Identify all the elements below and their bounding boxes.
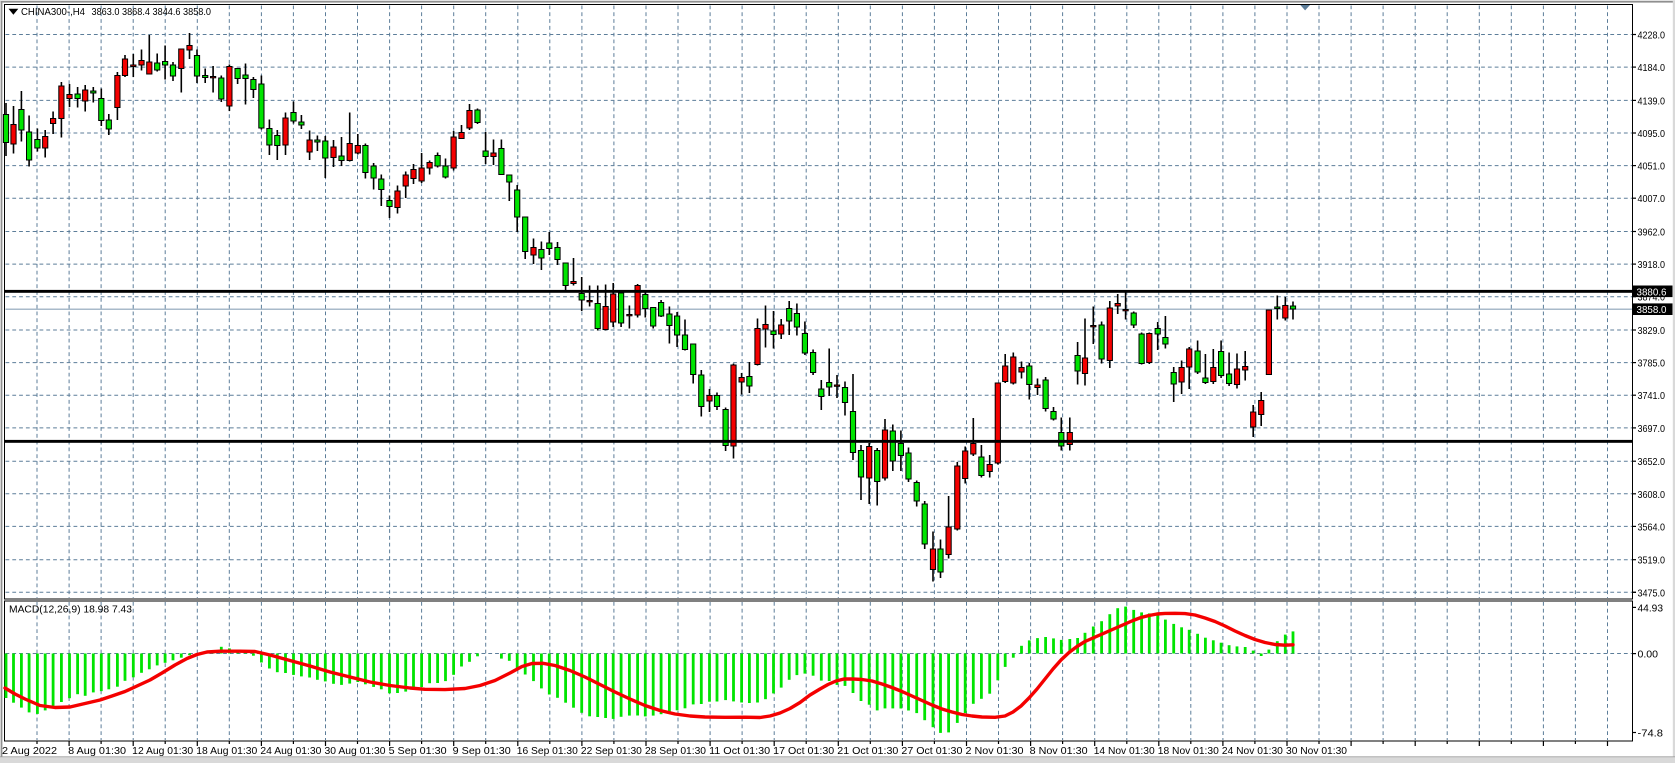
svg-text:12 Aug 01:30: 12 Aug 01:30 xyxy=(132,746,193,757)
svg-text:3475.0: 3475.0 xyxy=(1638,588,1666,599)
svg-text:18 Nov 01:30: 18 Nov 01:30 xyxy=(1158,746,1219,757)
svg-text:3858.0: 3858.0 xyxy=(1637,305,1667,316)
svg-text:8 Aug 01:30: 8 Aug 01:30 xyxy=(68,746,126,757)
svg-text:CHINA300-,H4: CHINA300-,H4 xyxy=(21,7,85,18)
svg-text:11 Oct 01:30: 11 Oct 01:30 xyxy=(709,746,770,757)
svg-text:18 Aug 01:30: 18 Aug 01:30 xyxy=(196,746,257,757)
svg-text:3608.0: 3608.0 xyxy=(1638,490,1666,501)
svg-text:30 Aug 01:30: 30 Aug 01:30 xyxy=(325,746,386,757)
svg-text:3697.0: 3697.0 xyxy=(1638,424,1666,435)
svg-text:2 Nov 01:30: 2 Nov 01:30 xyxy=(966,746,1024,757)
svg-text:4051.0: 4051.0 xyxy=(1638,162,1666,173)
svg-text:3962.0: 3962.0 xyxy=(1638,228,1666,239)
svg-text:4095.0: 4095.0 xyxy=(1638,129,1666,140)
svg-text:4184.0: 4184.0 xyxy=(1638,63,1666,74)
svg-text:24 Aug 01:30: 24 Aug 01:30 xyxy=(260,746,321,757)
svg-text:4007.0: 4007.0 xyxy=(1638,194,1666,205)
svg-text:3918.0: 3918.0 xyxy=(1638,260,1666,271)
svg-text:44.93: 44.93 xyxy=(1638,603,1664,614)
svg-text:24 Nov 01:30: 24 Nov 01:30 xyxy=(1222,746,1283,757)
svg-text:3874.0: 3874.0 xyxy=(1638,293,1666,304)
svg-text:3829.0: 3829.0 xyxy=(1638,326,1666,337)
svg-text:21 Oct 01:30: 21 Oct 01:30 xyxy=(837,746,898,757)
svg-text:3564.0: 3564.0 xyxy=(1638,522,1666,533)
svg-text:3863.0 3868.4 3844.6 3858.0: 3863.0 3868.4 3844.6 3858.0 xyxy=(92,7,212,18)
svg-text:3652.0: 3652.0 xyxy=(1638,457,1666,468)
svg-text:3785.0: 3785.0 xyxy=(1638,359,1666,370)
svg-text:4139.0: 4139.0 xyxy=(1638,96,1666,107)
svg-text:MACD(12,26,9) 18.98 7.43: MACD(12,26,9) 18.98 7.43 xyxy=(9,605,132,616)
svg-text:16 Sep 01:30: 16 Sep 01:30 xyxy=(517,746,578,757)
svg-text:8 Nov 01:30: 8 Nov 01:30 xyxy=(1030,746,1088,757)
svg-text:3880.6: 3880.6 xyxy=(1637,287,1667,298)
svg-text:2 Aug 2022: 2 Aug 2022 xyxy=(2,746,57,757)
svg-text:4228.0: 4228.0 xyxy=(1638,31,1666,42)
svg-text:14 Nov 01:30: 14 Nov 01:30 xyxy=(1094,746,1155,757)
svg-text:0.00: 0.00 xyxy=(1638,650,1659,661)
svg-text:30 Nov 01:30: 30 Nov 01:30 xyxy=(1286,746,1347,757)
svg-text:5 Sep 01:30: 5 Sep 01:30 xyxy=(389,746,447,757)
svg-text:3519.0: 3519.0 xyxy=(1638,556,1666,567)
svg-text:-74.8: -74.8 xyxy=(1638,729,1664,740)
svg-text:17 Oct 01:30: 17 Oct 01:30 xyxy=(773,746,834,757)
svg-text:22 Sep 01:30: 22 Sep 01:30 xyxy=(581,746,642,757)
svg-text:28 Sep 01:30: 28 Sep 01:30 xyxy=(645,746,706,757)
svg-text:3741.0: 3741.0 xyxy=(1638,391,1666,402)
svg-text:9 Sep 01:30: 9 Sep 01:30 xyxy=(453,746,511,757)
svg-text:27 Oct 01:30: 27 Oct 01:30 xyxy=(901,746,962,757)
